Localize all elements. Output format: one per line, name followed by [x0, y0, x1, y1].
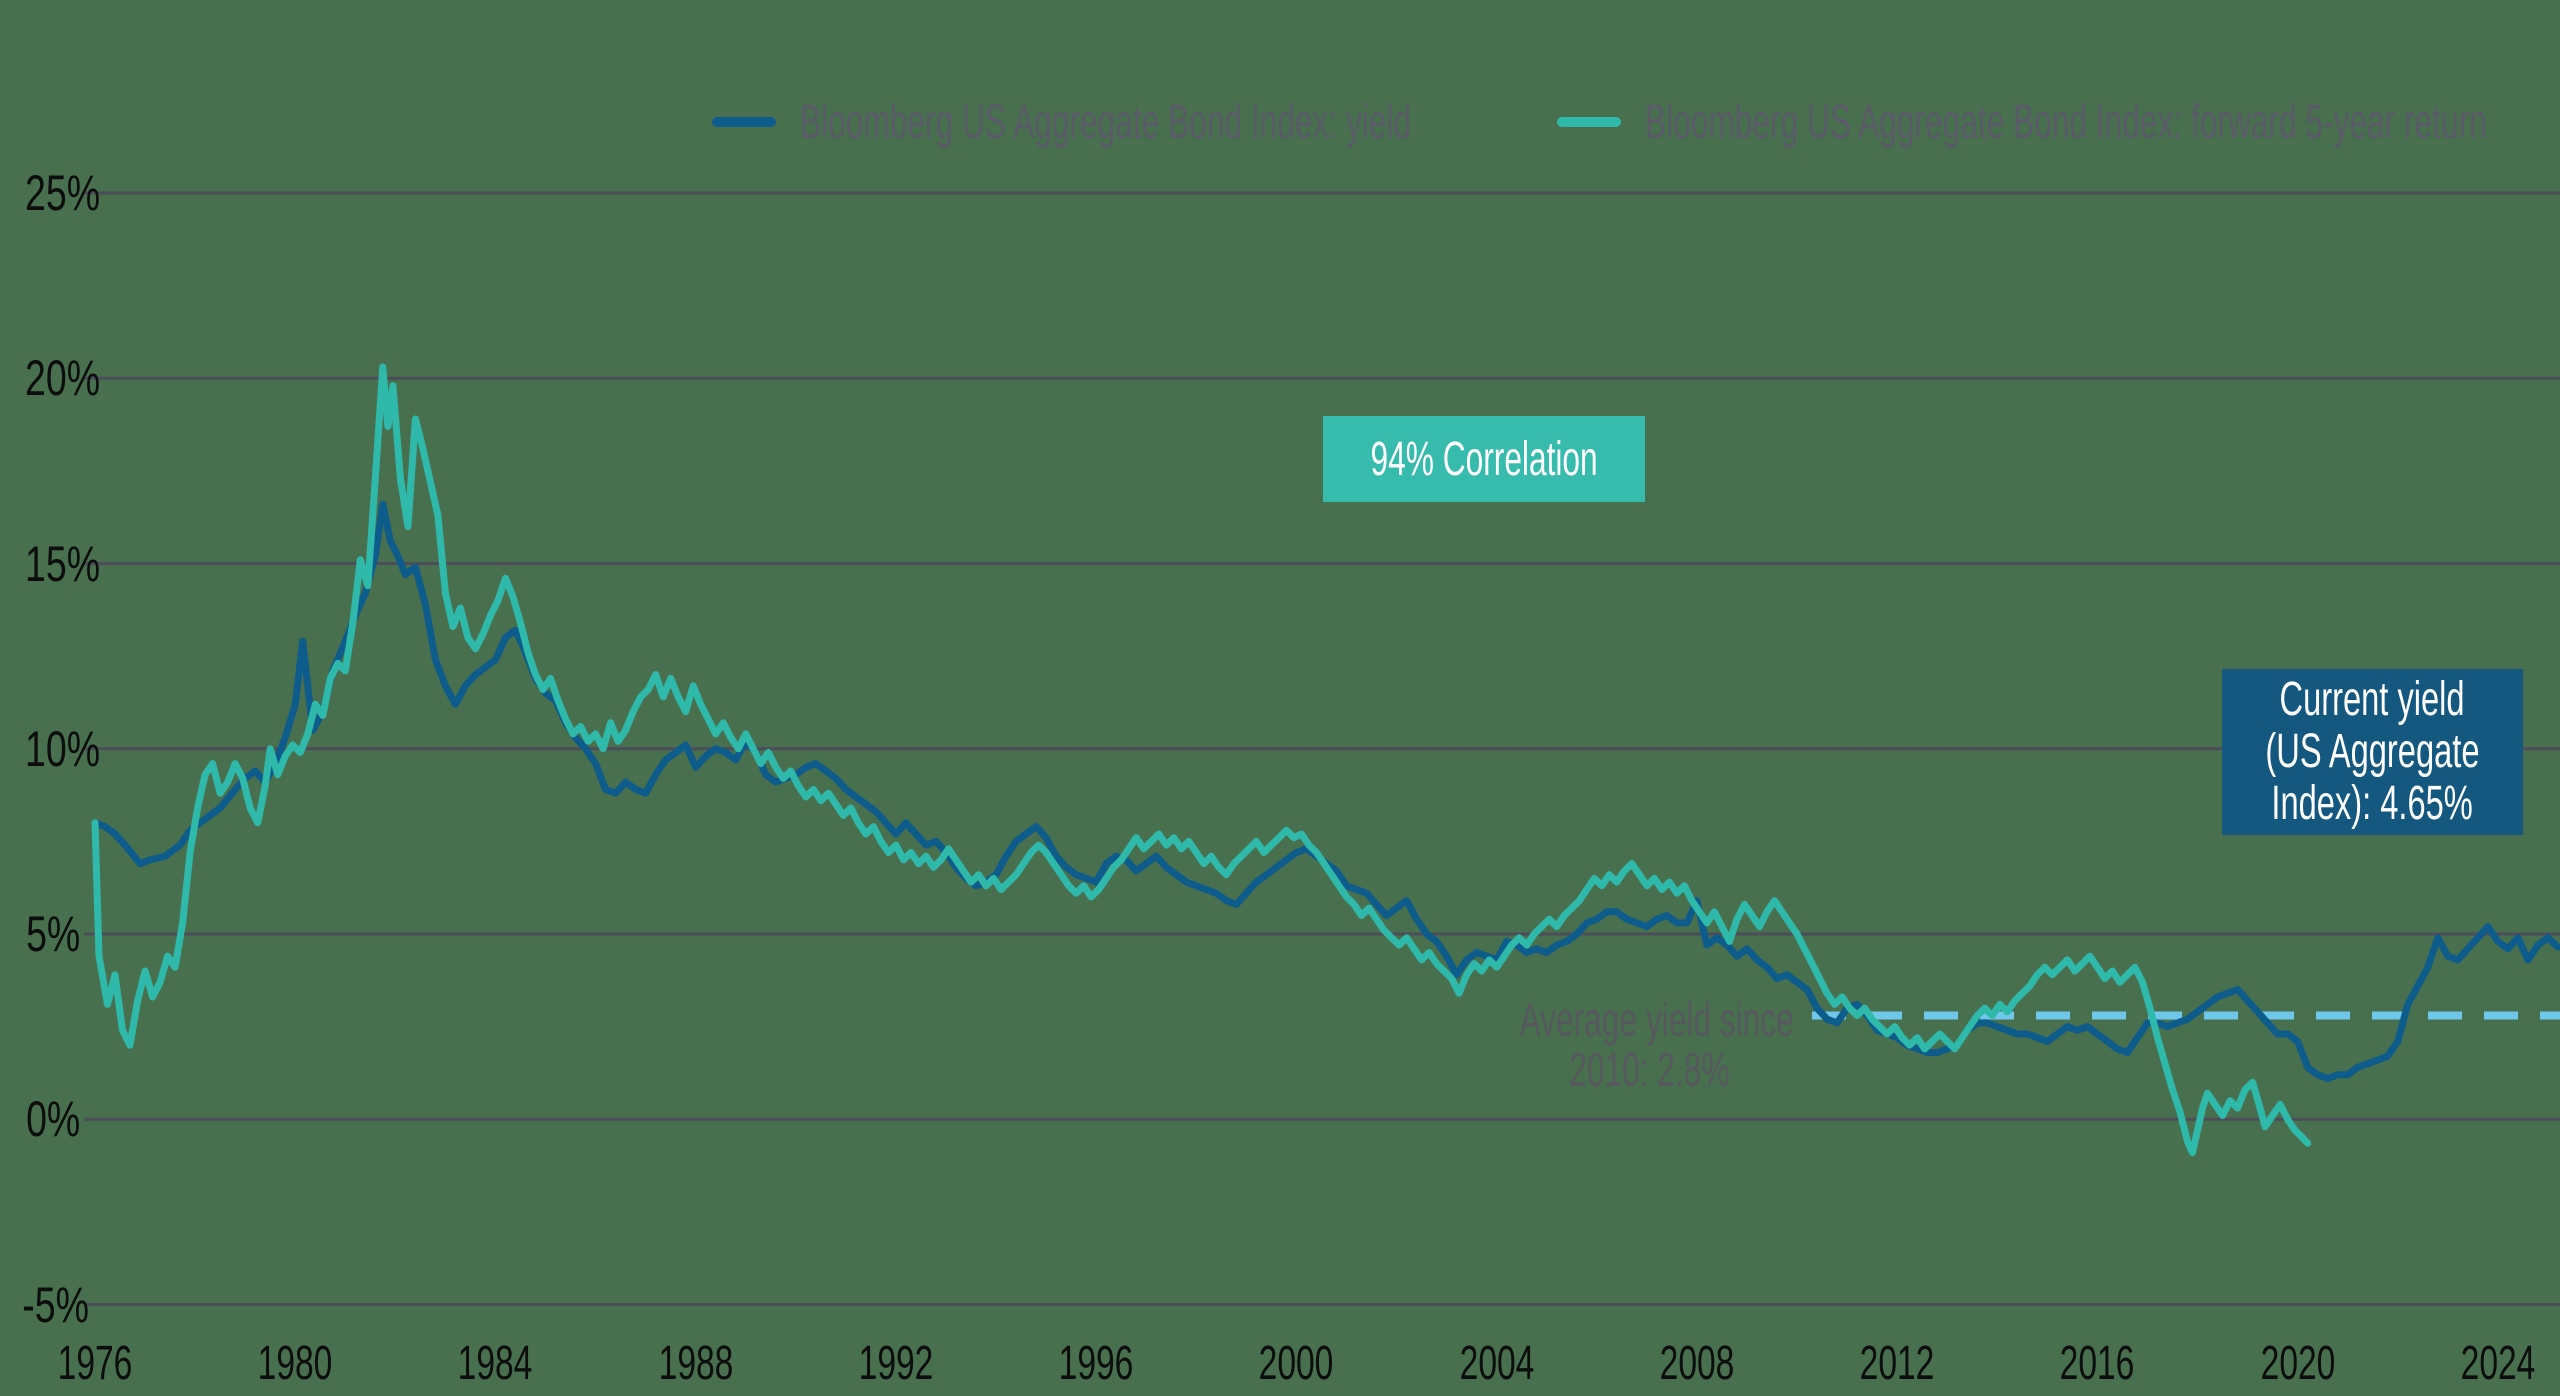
current-yield-callout: Current yield (US Aggregate Index): 4.65…	[2222, 669, 2523, 835]
y-axis-tick-label: 10%	[25, 720, 101, 777]
y-axis-tick-label: 15%	[25, 535, 101, 592]
y-axis-tick-label: 0%	[25, 1091, 80, 1148]
legend-label-forward-return: Bloomberg US Aggregate Bond Index: forwa…	[1645, 95, 2487, 149]
x-axis-tick-label: 2020	[2260, 1337, 2335, 1390]
average-yield-label: Average yield since 2010: 2.8%	[1449, 996, 1849, 1096]
x-axis-tick-label: 1976	[57, 1337, 133, 1390]
average-yield-label-line-1: Average yield since	[1519, 994, 1794, 1047]
x-axis-tick-label: 1980	[257, 1337, 333, 1390]
y-axis-tick-label: 20%	[25, 350, 101, 407]
x-axis-tick-label: 2024	[2460, 1337, 2536, 1390]
average-yield-label-line-2: 2010: 2.8%	[1568, 1044, 1730, 1097]
legend-label-yield: Bloomberg US Aggregate Bond Index: yield	[800, 95, 1412, 149]
y-axis-tick-label: 25%	[25, 165, 101, 221]
correlation-badge-text: 94% Correlation	[1370, 432, 1598, 486]
x-axis-tick-label: 2016	[2060, 1337, 2135, 1390]
y-axis-tick-label: 5%	[25, 906, 80, 962]
current-yield-line-2: (US Aggregate	[2265, 725, 2480, 778]
forward-return-line-swatch-icon	[1557, 117, 1621, 127]
legend-item-forward-return: Bloomberg US Aggregate Bond Index: forwa…	[1557, 95, 2560, 149]
x-axis-tick-label: 1992	[858, 1337, 934, 1390]
correlation-badge: 94% Correlation	[1323, 416, 1645, 502]
x-axis-tick-label: 1984	[458, 1337, 533, 1390]
x-axis-tick-label: 2008	[1659, 1337, 1735, 1390]
x-axis-tick-label: 2012	[1859, 1337, 1935, 1390]
y-axis-tick-label: -5%	[22, 1276, 89, 1333]
x-axis-tick-label: 1988	[658, 1337, 734, 1390]
x-axis-tick-label: 2000	[1259, 1337, 1334, 1390]
x-axis-tick-label: 2004	[1459, 1337, 1535, 1390]
current-yield-line-1: Current yield	[2279, 673, 2466, 726]
current-yield-line-3: Index): 4.65%	[2271, 777, 2474, 830]
legend-item-yield: Bloomberg US Aggregate Bond Index: yield	[712, 95, 1726, 149]
x-axis-tick-label: 1996	[1058, 1337, 1134, 1390]
yield-line-swatch-icon	[712, 117, 776, 127]
